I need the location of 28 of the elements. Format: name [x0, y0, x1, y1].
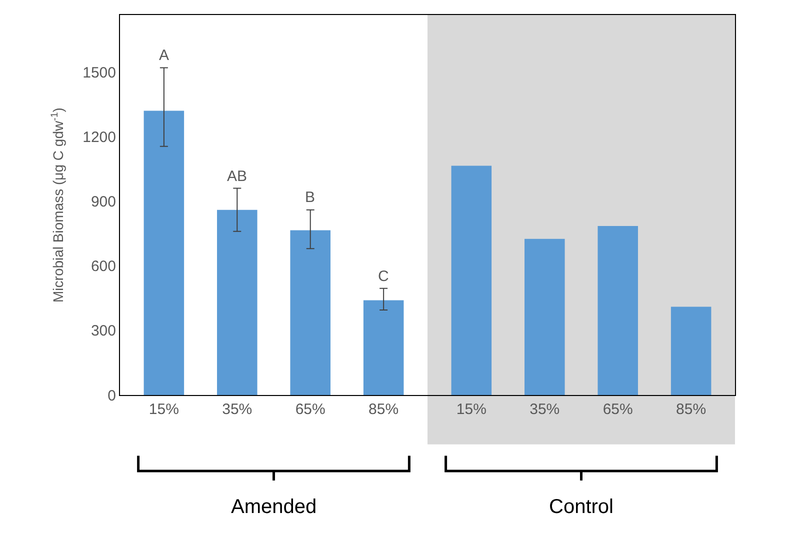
y-tick-label: 1500: [82, 64, 116, 82]
y-tick-label: 1200: [82, 128, 116, 146]
y-tick-label: 600: [90, 258, 116, 276]
bar: [670, 306, 712, 395]
x-tick-label: 85%: [676, 401, 706, 418]
x-tick-label: 15%: [456, 401, 486, 418]
data-label: C: [378, 268, 389, 285]
x-tick-label: 35%: [530, 401, 560, 418]
x-tick-label: 15%: [148, 401, 179, 418]
x-axis-title: Amended: [231, 496, 317, 518]
bar: [144, 110, 184, 395]
bar: [598, 226, 638, 395]
x-tick-label: 65%: [602, 401, 633, 418]
data-label: A: [159, 47, 170, 64]
x-tick-label: 65%: [295, 401, 326, 418]
x-tick-label: 85%: [368, 401, 399, 418]
bar: [524, 238, 565, 395]
bar: [451, 166, 492, 395]
bar: [290, 230, 330, 395]
y-tick-label: 0: [108, 387, 116, 404]
y-tick-label: 300: [90, 322, 116, 340]
data-label: AB: [227, 168, 248, 185]
bar: [217, 210, 258, 395]
x-axis-title: Control: [549, 496, 614, 518]
x-tick-label: 35%: [222, 401, 252, 418]
bar: [363, 300, 404, 395]
y-tick-label: 900: [90, 193, 116, 210]
data-label: B: [305, 189, 316, 206]
